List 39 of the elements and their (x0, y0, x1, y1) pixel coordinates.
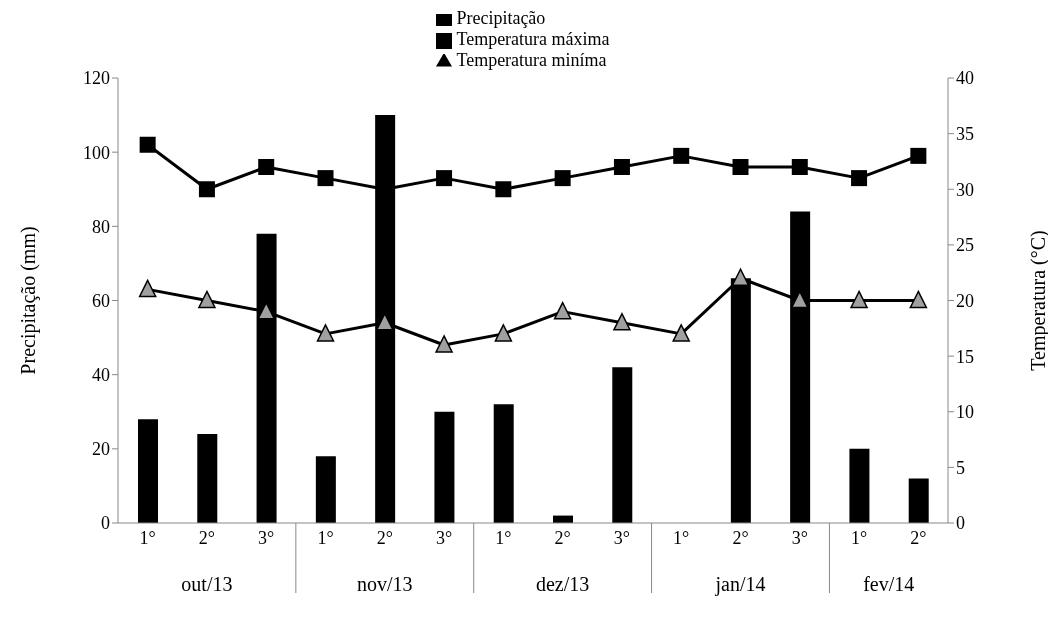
text: dez/13 (535, 573, 590, 595)
y-tick-label: 80 (92, 216, 110, 237)
legend-label: Temperatura miníma (456, 50, 607, 70)
y2-tick-label: 15 (956, 346, 974, 367)
x-tick-label: 3° (613, 527, 631, 548)
x-tick-label: 3° (435, 527, 453, 548)
text: fev/14 (863, 573, 915, 595)
y2-tick-label: 10 (956, 402, 974, 423)
x-tick-label: 2° (910, 527, 927, 548)
text: nov/13 (357, 573, 413, 595)
text: out/13 (181, 573, 233, 595)
y2-tick-label: 35 (956, 124, 974, 145)
x-tick-label: 2° (554, 527, 571, 548)
y-tick-label: 60 (92, 290, 110, 311)
x-tick-label: 3° (258, 527, 275, 548)
x-tick-label: 3° (791, 527, 808, 548)
y-tick-label: 40 (92, 365, 110, 386)
legend-label: Temperatura máxima (456, 29, 610, 49)
y2-tick-label: 40 (956, 68, 974, 89)
x-tick-label: 1° (850, 527, 868, 548)
y-tick-label: 20 (92, 439, 110, 460)
y2-tick-label: 30 (956, 179, 974, 200)
x-tick-label: 2° (198, 527, 216, 548)
y2-tick-label: 0 (956, 513, 965, 534)
y-tick-label: 120 (83, 68, 110, 89)
y-tick-label: 0 (101, 513, 110, 534)
y2-tick-label: 20 (956, 290, 974, 311)
x-tick-label: 1° (495, 527, 512, 548)
x-tick-label: 1° (139, 527, 156, 548)
x-tick-label: 1° (673, 527, 690, 548)
y2-tick-label: 25 (956, 235, 974, 256)
y-tick-label: 100 (83, 142, 110, 163)
legend-label: Precipitação (456, 8, 546, 28)
x-tick-label: 2° (732, 527, 749, 548)
y-axis-title: Precipitação (mm) (17, 226, 41, 375)
text: jan/14 (714, 573, 766, 596)
x-tick-label: 2° (376, 527, 393, 548)
y2-tick-label: 5 (956, 457, 965, 478)
x-tick-label: 1° (317, 527, 334, 548)
